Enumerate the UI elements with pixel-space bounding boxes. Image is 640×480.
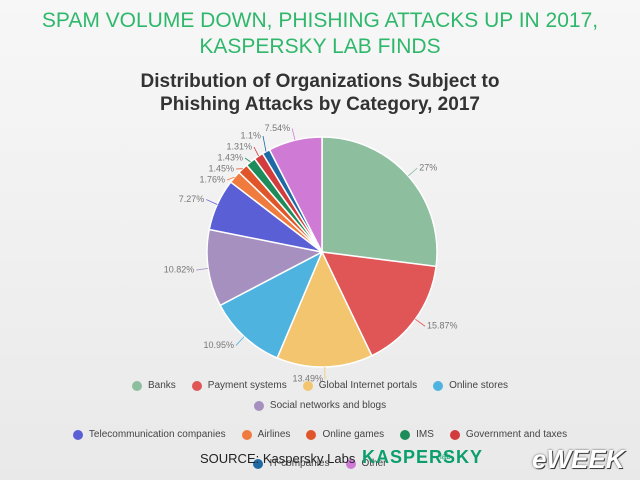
value-label: 15.87% [427,321,458,331]
legend-label: IT-companies [269,458,330,469]
legend-swatch [306,429,317,440]
slide-title: SPAM VOLUME DOWN, PHISHING ATTACKS UP IN… [41,9,599,58]
legend-item: Government and taxes [449,429,568,440]
legend-label: Government and taxes [465,429,568,440]
logo-sub: lab [440,452,451,461]
pie-slice [219,250,324,359]
pie-slice [320,251,437,357]
legend: Banks Payment systems Global Internet port… [60,380,580,469]
legend-item: IT-companies [253,458,330,469]
legend-swatch [253,400,264,411]
legend-item: IMS [400,429,434,440]
value-label: 1.76% [199,174,225,184]
legend-label: Payment systems [207,380,287,391]
legend-label: Global Internet portals [318,380,418,391]
legend-item: Telecommunication companies [72,429,226,440]
value-label: 27% [419,162,437,172]
legend-item: Online games [306,429,384,440]
legend-swatch [191,380,202,391]
legend-swatch [345,458,356,469]
legend-item: Online stores [433,380,508,391]
value-label: 13.49% [293,373,324,383]
legend-label: Other [361,458,387,469]
legend-item: Payment systems [191,380,287,391]
leader-line [235,336,245,346]
leader-line [262,135,267,152]
legend-label: IMS [416,429,434,440]
legend-label: Banks [147,380,176,391]
legend-swatch [72,429,83,440]
value-label: 1.43% [217,152,243,162]
legend-item: Social networks and blogs [253,400,387,411]
legend-swatch [433,380,444,391]
legend-swatch [253,458,264,469]
legend-item: Other [345,458,387,469]
value-label: 1.45% [208,163,234,173]
legend-swatch [241,429,252,440]
legend-item: Airlines [241,429,291,440]
legend-swatch [131,380,142,391]
pie-slice [276,250,373,368]
pie-slice [268,136,323,253]
leader-line [206,199,218,205]
pie-slice [321,136,438,268]
leader-line [196,267,209,271]
legend-label: Online games [322,429,385,440]
leader-line [244,157,251,163]
chart-title: Distribution of Organizations Subject to… [140,71,500,115]
value-label: 1.1% [240,130,261,140]
leader-line [408,167,418,177]
legend-swatch [400,429,411,440]
legend-swatch [449,429,460,440]
value-label: 1.31% [226,141,252,151]
legend-item: Global Internet portals [302,380,418,391]
leader-line [253,146,259,157]
brand: eWEEK [532,444,625,474]
leader-line [291,128,296,141]
leader-line [226,176,235,181]
pie-slice [206,228,325,307]
legend-label: Social networks and blogs [269,400,387,411]
leader-line [415,318,426,327]
source: SOURCE: Kaspersky Labs [200,451,356,466]
legend-label: Online stores [449,380,509,391]
value-label: 10.82% [164,264,195,274]
legend-item: Banks [131,380,176,391]
legend-label: Telecommunication companies [88,429,226,440]
logo: KASPERSKY [362,447,484,467]
legend-label: Airlines [257,429,291,440]
legend-swatch [302,380,313,391]
value-label: 7.27% [179,194,205,204]
value-label: 10.95% [203,340,234,350]
value-label: 7.54% [265,123,291,133]
